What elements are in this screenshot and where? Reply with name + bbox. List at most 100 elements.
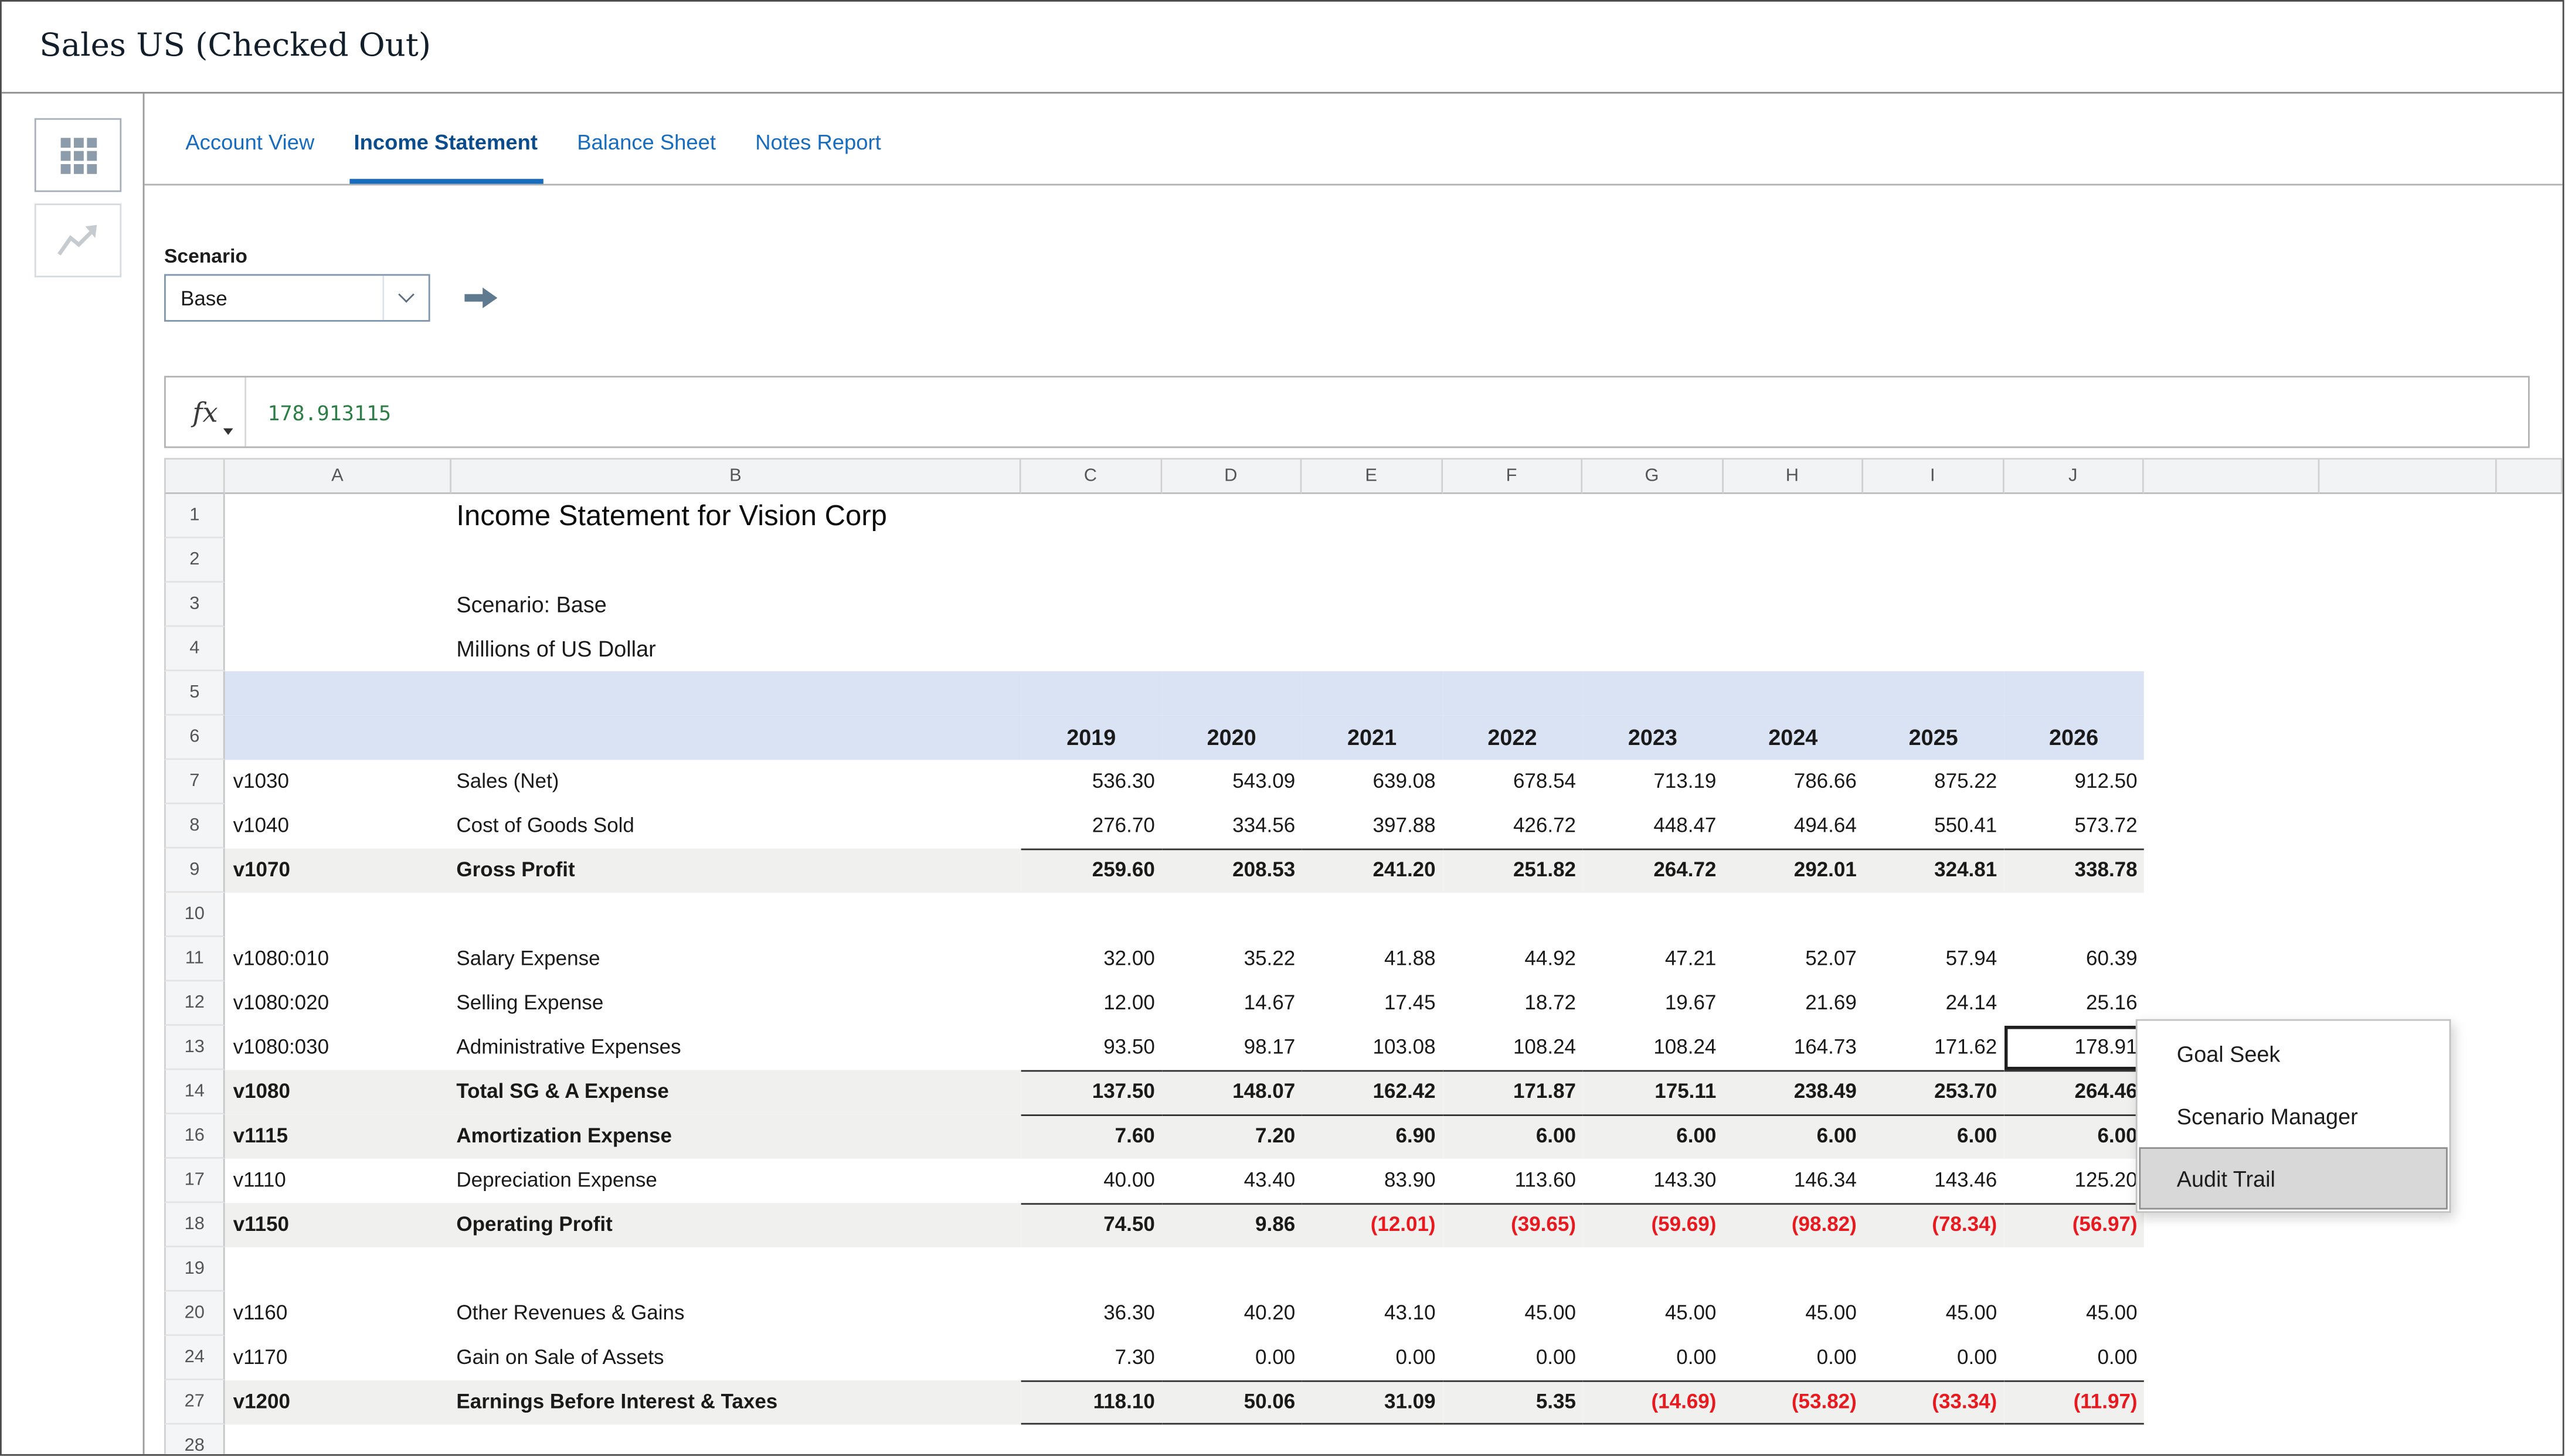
cell-M9[interactable] bbox=[2497, 849, 2563, 893]
cell-J6[interactable]: 2026 bbox=[2003, 715, 2144, 760]
cell-M3[interactable] bbox=[2497, 583, 2563, 627]
cell-G12[interactable]: 19.67 bbox=[1664, 991, 1717, 1015]
cell-K4[interactable] bbox=[2144, 627, 2320, 672]
cell-M2[interactable] bbox=[2497, 538, 2563, 583]
cell-J2[interactable] bbox=[2003, 538, 2143, 583]
cell-K5[interactable] bbox=[2144, 671, 2320, 716]
column-header-L[interactable] bbox=[2319, 458, 2497, 494]
cell-I11[interactable]: 57.94 bbox=[1945, 947, 1997, 970]
cell-I19[interactable] bbox=[1863, 1247, 2003, 1292]
cell-E14[interactable]: 162.42 bbox=[1302, 1070, 1442, 1115]
cell-E24[interactable]: 0.00 bbox=[1395, 1346, 1436, 1369]
cell-B14[interactable]: Total SG & A Expense bbox=[451, 1070, 1021, 1115]
cell-E4[interactable] bbox=[1302, 627, 1442, 672]
cell-H20[interactable]: 45.00 bbox=[1805, 1301, 1857, 1325]
cell-J1[interactable] bbox=[2003, 494, 2143, 539]
cell-G20[interactable]: 45.00 bbox=[1664, 1301, 1717, 1325]
cell-E11[interactable]: 41.88 bbox=[1384, 947, 1436, 970]
cell-A8[interactable]: v1040 bbox=[233, 814, 289, 837]
cell-M11[interactable] bbox=[2497, 937, 2563, 982]
cell-G7[interactable]: 713.19 bbox=[1653, 770, 1717, 793]
cell-E12[interactable]: 17.45 bbox=[1384, 991, 1436, 1015]
cell-F3[interactable] bbox=[1442, 583, 1582, 627]
cell-F9[interactable]: 251.82 bbox=[1442, 848, 1583, 893]
cell-D1[interactable] bbox=[1161, 494, 1302, 539]
column-header-B[interactable]: B bbox=[451, 458, 1021, 494]
cell-F5[interactable] bbox=[1442, 671, 1583, 716]
cell-C20[interactable]: 36.30 bbox=[1103, 1301, 1155, 1325]
cell-B6[interactable] bbox=[451, 715, 1021, 760]
cell-K24[interactable] bbox=[2144, 1336, 2320, 1380]
cell-G24[interactable]: 0.00 bbox=[1676, 1346, 1717, 1369]
menu-item-goal-seek[interactable]: Goal Seek bbox=[2176, 1041, 2281, 1066]
cell-G10[interactable] bbox=[1582, 893, 1723, 937]
cell-G1[interactable] bbox=[1582, 494, 1723, 539]
cell-E19[interactable] bbox=[1302, 1247, 1442, 1292]
row-header-3[interactable]: 3 bbox=[164, 583, 225, 627]
cell-J18[interactable]: (56.97) bbox=[2003, 1203, 2144, 1247]
cell-D11[interactable]: 35.22 bbox=[1244, 947, 1296, 970]
cell-G19[interactable] bbox=[1582, 1247, 1723, 1292]
cell-K10[interactable] bbox=[2144, 893, 2320, 937]
cell-D28[interactable] bbox=[1161, 1424, 1302, 1453]
cell-B9[interactable]: Gross Profit bbox=[451, 848, 1021, 893]
cell-C11[interactable]: 32.00 bbox=[1103, 947, 1155, 970]
cell-I24[interactable]: 0.00 bbox=[1957, 1346, 1997, 1369]
cell-A17[interactable]: v1110 bbox=[233, 1168, 286, 1192]
cell-E13[interactable]: 103.08 bbox=[1372, 1035, 1436, 1059]
row-header-9[interactable]: 9 bbox=[164, 848, 225, 893]
cell-A4[interactable] bbox=[225, 627, 451, 672]
cell-D8[interactable]: 334.56 bbox=[1232, 814, 1296, 837]
row-header-18[interactable]: 18 bbox=[164, 1203, 225, 1247]
cell-L20[interactable] bbox=[2319, 1292, 2496, 1336]
cell-F6[interactable]: 2022 bbox=[1442, 715, 1583, 760]
cell-H3[interactable] bbox=[1723, 583, 1863, 627]
cell-J4[interactable] bbox=[2003, 627, 2143, 672]
cell-I1[interactable] bbox=[1863, 494, 2003, 539]
cell-F10[interactable] bbox=[1442, 893, 1582, 937]
cell-H4[interactable] bbox=[1723, 627, 1863, 672]
cell-G13[interactable]: 108.24 bbox=[1653, 1035, 1717, 1059]
cell-B18[interactable]: Operating Profit bbox=[451, 1203, 1021, 1247]
cell-G27[interactable]: (14.69) bbox=[1582, 1380, 1723, 1425]
cell-F20[interactable]: 45.00 bbox=[1524, 1301, 1576, 1325]
cell-I9[interactable]: 324.81 bbox=[1863, 848, 2004, 893]
cell-E18[interactable]: (12.01) bbox=[1302, 1203, 1442, 1247]
cell-B17[interactable]: Depreciation Expense bbox=[456, 1168, 657, 1192]
cell-C17[interactable]: 40.00 bbox=[1103, 1168, 1155, 1192]
row-header-12[interactable]: 12 bbox=[164, 981, 225, 1026]
cell-D5[interactable] bbox=[1161, 671, 1302, 716]
cell-F28[interactable] bbox=[1442, 1424, 1582, 1453]
cell-A12[interactable]: v1080:020 bbox=[233, 991, 329, 1015]
column-header-G[interactable]: G bbox=[1582, 458, 1723, 494]
cell-I4[interactable] bbox=[1863, 627, 2003, 672]
cell-J27[interactable]: (11.97) bbox=[2003, 1380, 2144, 1425]
cell-A11[interactable]: v1080:010 bbox=[233, 947, 329, 970]
cell-C16[interactable]: 7.60 bbox=[1021, 1114, 1161, 1159]
cell-A2[interactable] bbox=[225, 538, 451, 583]
row-header-13[interactable]: 13 bbox=[164, 1026, 225, 1070]
row-header-28[interactable]: 28 bbox=[164, 1424, 225, 1454]
cell-A7[interactable]: v1030 bbox=[233, 770, 289, 793]
cell-E3[interactable] bbox=[1302, 583, 1442, 627]
cell-H2[interactable] bbox=[1723, 538, 1863, 583]
cell-D7[interactable]: 543.09 bbox=[1232, 770, 1296, 793]
cell-G17[interactable]: 143.30 bbox=[1653, 1168, 1717, 1192]
row-header-10[interactable]: 10 bbox=[164, 893, 225, 937]
column-header-J[interactable]: J bbox=[2003, 458, 2144, 494]
cell-L11[interactable] bbox=[2319, 937, 2496, 982]
cell-B2[interactable] bbox=[451, 538, 1021, 583]
cell-B3[interactable]: Scenario: Base bbox=[456, 592, 607, 617]
cell-C27[interactable]: 118.10 bbox=[1021, 1380, 1161, 1425]
cell-M18[interactable] bbox=[2497, 1203, 2563, 1247]
cell-I14[interactable]: 253.70 bbox=[1863, 1070, 2004, 1115]
cell-K6[interactable] bbox=[2144, 716, 2320, 760]
cell-F13[interactable]: 108.24 bbox=[1513, 1035, 1576, 1059]
cell-A19[interactable] bbox=[225, 1247, 451, 1292]
cell-D12[interactable]: 14.67 bbox=[1244, 991, 1296, 1015]
cell-H24[interactable]: 0.00 bbox=[1816, 1346, 1857, 1369]
row-header-6[interactable]: 6 bbox=[164, 715, 225, 760]
cell-G5[interactable] bbox=[1582, 671, 1723, 716]
cell-E27[interactable]: 31.09 bbox=[1302, 1380, 1442, 1425]
cell-I8[interactable]: 550.41 bbox=[1934, 814, 1997, 837]
